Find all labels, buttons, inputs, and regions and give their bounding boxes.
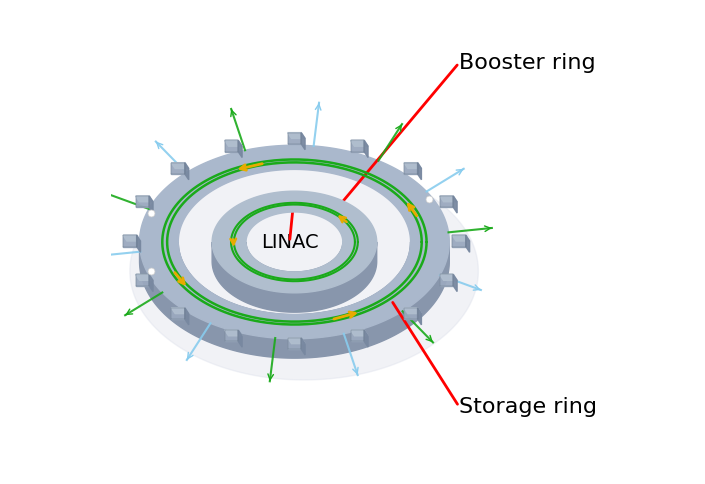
Polygon shape [185, 163, 189, 180]
Polygon shape [246, 242, 343, 291]
Polygon shape [140, 242, 449, 358]
Polygon shape [130, 162, 478, 380]
Polygon shape [225, 140, 242, 146]
Polygon shape [238, 140, 242, 157]
Polygon shape [417, 163, 422, 180]
Polygon shape [185, 308, 189, 325]
Polygon shape [212, 242, 376, 312]
Polygon shape [404, 163, 417, 174]
Polygon shape [452, 235, 470, 241]
Polygon shape [137, 235, 140, 252]
Polygon shape [364, 140, 368, 157]
Polygon shape [404, 308, 422, 314]
Polygon shape [350, 140, 364, 151]
Text: Storage ring: Storage ring [459, 396, 597, 417]
Polygon shape [301, 133, 305, 150]
Polygon shape [453, 274, 457, 291]
Polygon shape [288, 338, 301, 349]
Polygon shape [123, 235, 137, 246]
Polygon shape [212, 191, 376, 293]
Polygon shape [350, 330, 368, 336]
Polygon shape [123, 235, 140, 241]
Polygon shape [288, 133, 305, 138]
Polygon shape [440, 196, 457, 202]
Polygon shape [171, 308, 189, 314]
Polygon shape [171, 163, 185, 174]
Polygon shape [301, 338, 305, 355]
Polygon shape [404, 163, 422, 168]
Polygon shape [466, 235, 470, 252]
Polygon shape [350, 140, 368, 146]
Polygon shape [404, 308, 417, 319]
Polygon shape [288, 133, 301, 144]
Polygon shape [225, 330, 242, 336]
Polygon shape [440, 196, 453, 207]
Polygon shape [149, 196, 153, 213]
Polygon shape [178, 242, 410, 334]
Polygon shape [171, 163, 189, 168]
Polygon shape [440, 274, 453, 286]
Polygon shape [149, 274, 153, 291]
Polygon shape [238, 330, 242, 347]
Polygon shape [350, 330, 364, 341]
Text: Booster ring: Booster ring [459, 53, 596, 73]
Polygon shape [225, 330, 238, 341]
Polygon shape [135, 196, 153, 202]
Polygon shape [135, 196, 149, 207]
Polygon shape [171, 308, 185, 319]
Polygon shape [288, 338, 305, 344]
Polygon shape [417, 308, 422, 325]
Polygon shape [135, 274, 153, 280]
Polygon shape [440, 274, 457, 280]
Text: LINAC: LINAC [261, 232, 319, 252]
Polygon shape [135, 274, 149, 286]
Polygon shape [453, 196, 457, 213]
Polygon shape [364, 330, 368, 347]
Polygon shape [225, 140, 238, 151]
Polygon shape [140, 145, 449, 339]
Polygon shape [452, 235, 466, 246]
